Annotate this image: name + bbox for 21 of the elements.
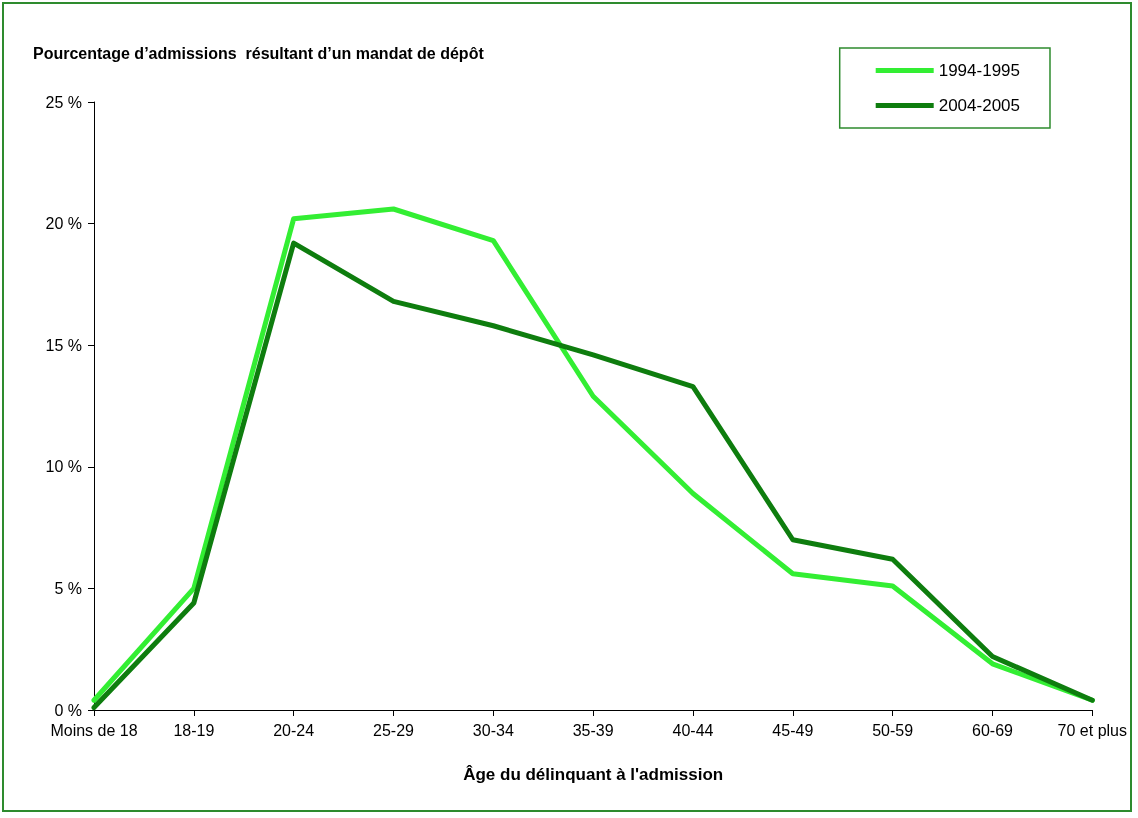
y-tick-label: 15 % xyxy=(45,336,82,354)
chart-title: Pourcentage d’admissions résultant d’un mandat de dépôt xyxy=(33,44,485,62)
y-tick-label: 10 % xyxy=(45,458,82,476)
x-tick-label: 25-29 xyxy=(373,721,415,739)
x-tick-label: 50-59 xyxy=(872,721,914,739)
x-tick-label: 20-24 xyxy=(273,721,315,739)
x-tick-label: 18-19 xyxy=(173,721,215,739)
x-tick-label: 45-49 xyxy=(772,721,814,739)
x-tick-label: 30-34 xyxy=(472,721,514,739)
y-tick-label: 20 % xyxy=(45,215,82,233)
y-tick-label: 25 % xyxy=(45,93,82,111)
x-tick-label: 60-69 xyxy=(972,721,1014,739)
x-axis-title: Âge du délinquant à l'admission xyxy=(463,765,724,784)
x-tick-label: 70 et plus xyxy=(1057,721,1127,739)
legend-label: 1994-1995 xyxy=(938,61,1021,80)
x-tick-label: 40-44 xyxy=(672,721,714,739)
y-tick-label: 0 % xyxy=(54,701,82,719)
x-tick-label: 35-39 xyxy=(572,721,614,739)
legend-label: 2004-2005 xyxy=(938,96,1021,115)
x-tick-label: Moins de 18 xyxy=(50,721,138,739)
y-tick-label: 5 % xyxy=(54,579,82,597)
